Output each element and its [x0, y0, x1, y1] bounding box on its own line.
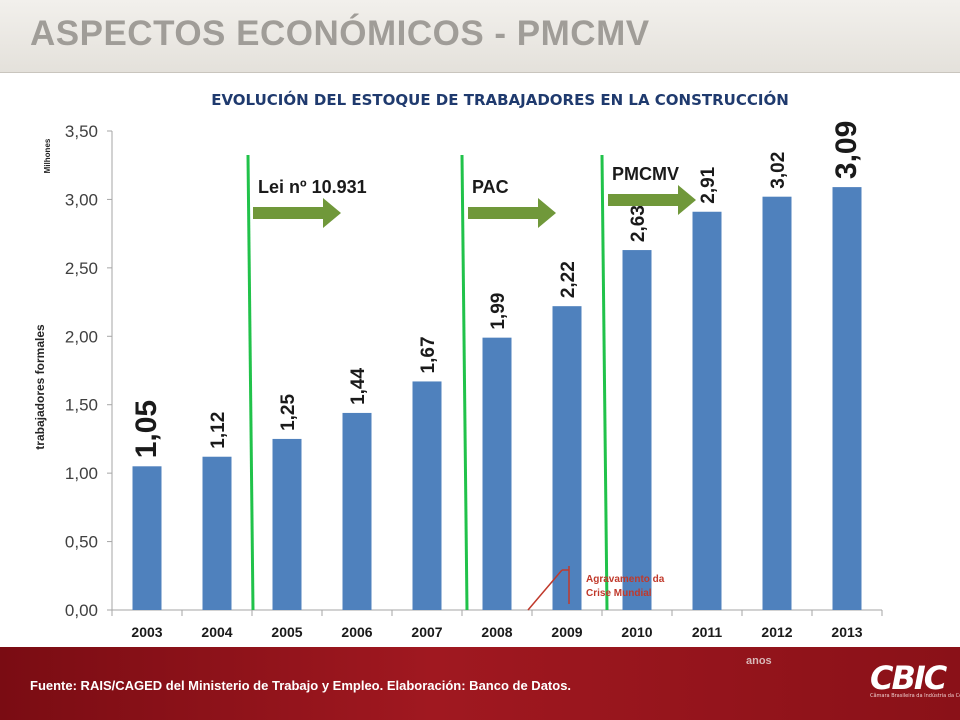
bar-2011	[692, 211, 722, 610]
divider-line-lei	[246, 154, 255, 611]
bar-2010	[622, 250, 652, 610]
bar-2009	[552, 306, 582, 610]
x-tick-label-2003: 2003	[131, 624, 162, 640]
x-tick-label-2007: 2007	[411, 624, 442, 640]
bar-2004	[202, 456, 232, 610]
y-tick-label: 0,50	[65, 533, 98, 552]
source-note: Fuente: RAIS/CAGED del Ministerio de Tra…	[30, 678, 572, 693]
bar-2008	[482, 337, 512, 610]
x-tick-label-2005: 2005	[271, 624, 302, 640]
slide-title: ASPECTOS ECONÓMICOS - PMCMV	[30, 14, 650, 53]
bar-2013	[832, 187, 862, 610]
bar-2007	[412, 381, 442, 610]
footer-bar: anos Fuente: RAIS/CAGED del Ministerio d…	[0, 647, 960, 720]
period-label-lei: Lei nº 10.931	[258, 177, 367, 197]
y-tick-label: 1,50	[65, 396, 98, 415]
x-tick-label-2012: 2012	[761, 624, 792, 640]
logo-subtext: Câmara Brasileira da Indústria da Constr…	[870, 693, 960, 699]
x-tick-label-2010: 2010	[621, 624, 652, 640]
data-label-2013: 3,09	[830, 121, 863, 179]
x-tick-label-2008: 2008	[481, 624, 512, 640]
data-label-2003: 1,05	[130, 400, 163, 458]
x-tick-label-2013: 2013	[831, 624, 862, 640]
period-arrow-pmcmv	[608, 185, 696, 215]
period-label-pmcmv: PMCMV	[612, 164, 679, 184]
y-tick-label: 3,00	[65, 190, 98, 209]
period-arrow-pac	[468, 198, 556, 228]
x-axis-title: anos	[746, 655, 772, 667]
x-tick-label-2009: 2009	[551, 624, 582, 640]
data-label-2004: 1,12	[208, 412, 229, 449]
y-tick-label: 2,50	[65, 259, 98, 278]
cbic-logo: CBIC Câmara Brasileira da Indústria da C…	[870, 659, 960, 707]
logo-text: CBIC	[870, 659, 947, 697]
crisis-pointer	[527, 569, 563, 611]
x-tick-label-2011: 2011	[692, 624, 723, 640]
bar-2005	[272, 438, 302, 610]
data-label-2010: 2,63	[628, 205, 649, 242]
bar-2006	[342, 412, 372, 610]
bar-2003	[132, 466, 162, 610]
y-unit-label: Milhones	[43, 138, 52, 173]
y-tick-label: 0,00	[65, 601, 98, 620]
header-bar: ASPECTOS ECONÓMICOS - PMCMV	[0, 0, 960, 73]
period-arrow-lei	[253, 198, 341, 228]
bar-2012	[762, 196, 792, 611]
data-label-2007: 1,67	[418, 336, 439, 373]
data-label-2011: 2,91	[698, 166, 719, 203]
data-label-2012: 3,02	[768, 152, 789, 189]
x-tick-label-2006: 2006	[341, 624, 372, 640]
chart-title: EVOLUCIÓN DEL ESTOQUE DE TRABAJADORES EN…	[211, 91, 789, 109]
y-tick-label: 3,50	[65, 122, 98, 141]
data-label-2006: 1,44	[348, 368, 369, 405]
divider-line-pac	[460, 154, 469, 611]
crisis-label-line2: Crise Mundial	[586, 588, 652, 599]
crisis-label-line1: Agravamento da	[586, 574, 665, 585]
data-label-2009: 2,22	[558, 261, 579, 298]
period-label-pac: PAC	[472, 177, 509, 197]
y-tick-label: 1,00	[65, 464, 98, 483]
data-label-2008: 1,99	[488, 293, 509, 330]
x-tick-label-2004: 2004	[201, 624, 232, 640]
y-tick-label: 2,00	[65, 327, 98, 346]
data-label-2005: 1,25	[278, 394, 299, 431]
divider-line-pmcmv	[600, 154, 609, 611]
y-axis-title: trabajadores formales	[33, 324, 47, 450]
